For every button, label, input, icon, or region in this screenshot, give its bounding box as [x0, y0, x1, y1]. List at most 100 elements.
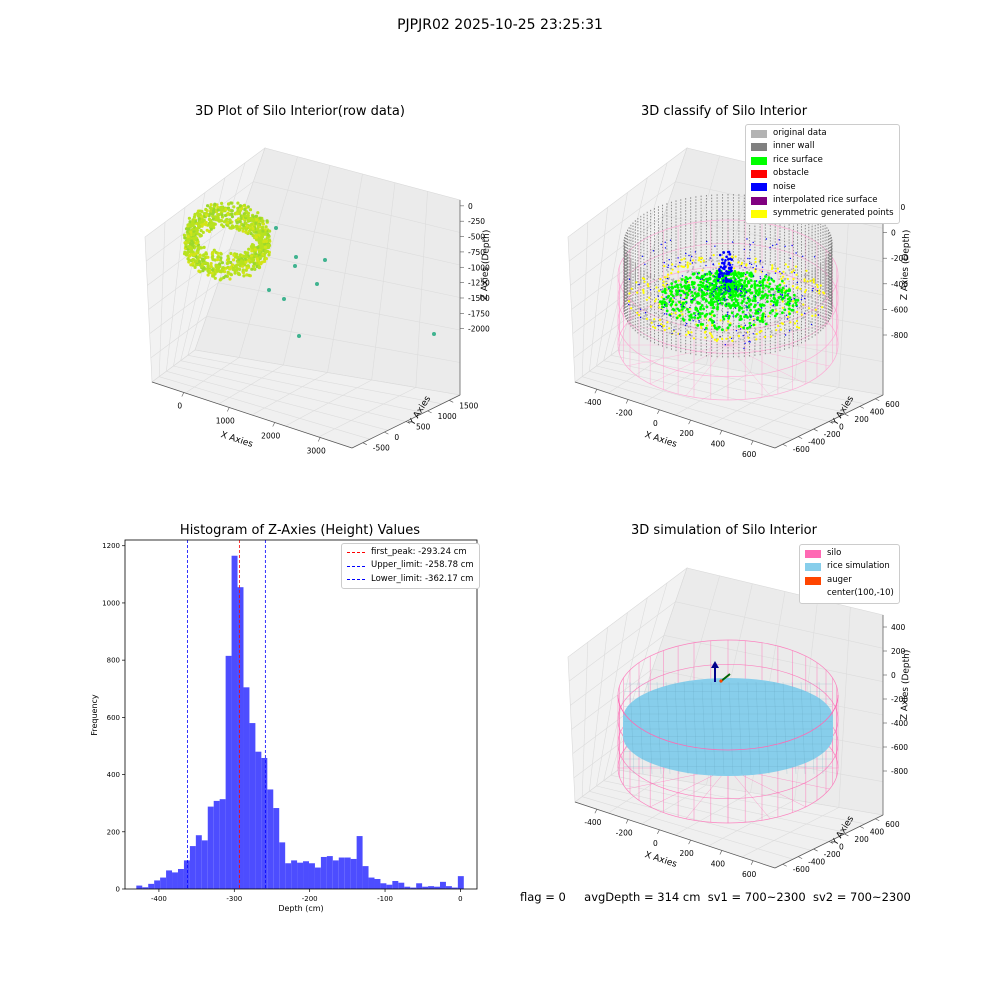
noise-point — [644, 312, 647, 314]
data-point — [186, 235, 190, 239]
data-point — [220, 261, 224, 265]
legend-line-swatch — [347, 552, 365, 554]
data-point — [248, 208, 253, 212]
noise-point — [746, 309, 748, 311]
symmetric-generated-point — [704, 336, 707, 339]
rice-surface-point — [788, 296, 792, 299]
noise-point — [666, 313, 668, 315]
rice-surface-point — [783, 294, 787, 298]
symmetric-generated-point — [816, 285, 819, 289]
x-tick — [750, 860, 754, 865]
rice-surface-point — [675, 283, 679, 287]
data-point — [249, 254, 254, 258]
noise-point — [716, 288, 718, 290]
noise-point — [724, 287, 726, 289]
rice-surface-point — [767, 285, 771, 289]
noise-point — [743, 248, 745, 251]
data-point — [228, 218, 232, 223]
histogram-bar — [225, 655, 232, 889]
data-point — [245, 255, 249, 259]
original-data-point — [732, 336, 735, 339]
original-data-point — [722, 320, 724, 323]
rice-surface-point — [662, 297, 666, 301]
original-data-point — [768, 274, 770, 276]
original-data-point — [738, 267, 741, 270]
rice-mesh-line — [791, 681, 797, 775]
data-point — [218, 262, 222, 266]
rice-surface-point — [676, 290, 680, 294]
noise-point — [667, 266, 669, 269]
original-data-point — [638, 307, 641, 310]
symmetric-generated-point — [774, 270, 777, 273]
original-data-point — [669, 332, 671, 334]
noise-point — [755, 268, 757, 270]
data-point — [258, 261, 262, 265]
symmetric-generated-point — [721, 337, 724, 340]
y-tick — [427, 410, 432, 414]
rice-surface-point — [760, 316, 764, 320]
data-point — [255, 218, 259, 222]
data-point — [202, 212, 206, 216]
y-tick-label: 0 — [839, 843, 844, 852]
noise-point — [786, 318, 788, 320]
symmetric-generated-point — [660, 296, 663, 299]
noise-point — [727, 290, 729, 293]
noise-point — [723, 299, 726, 301]
rice-surface-point — [698, 315, 702, 319]
original-data-point — [786, 274, 788, 276]
noise-point — [740, 265, 743, 267]
noise-point — [727, 261, 731, 265]
noise-point — [734, 307, 737, 309]
rice-surface-point — [742, 272, 745, 275]
noise-point — [652, 250, 655, 252]
data-point — [202, 245, 206, 249]
data-point — [197, 217, 201, 221]
symmetric-generated-point — [651, 325, 655, 328]
noise-point — [748, 341, 750, 343]
noise-point — [734, 289, 736, 291]
y-tick-label: 200 — [854, 415, 869, 424]
noise-point — [781, 294, 783, 297]
noise-point — [659, 324, 661, 327]
original-data-point — [735, 325, 737, 328]
data-point — [256, 227, 260, 231]
symmetric-generated-point — [708, 332, 712, 335]
original-data-point — [702, 261, 705, 264]
symmetric-generated-point — [775, 309, 778, 312]
data-point — [191, 232, 195, 236]
rice-surface-point — [711, 297, 715, 301]
noise-point — [720, 293, 722, 295]
original-data-point — [685, 289, 687, 292]
y-tick-label: 600 — [107, 714, 120, 722]
rice-surface-point — [755, 310, 759, 313]
rice-surface-point — [723, 274, 726, 278]
histogram-bar — [386, 884, 393, 889]
legend-swatch — [751, 183, 767, 192]
symmetric-generated-point — [769, 303, 772, 306]
symmetric-generated-point — [794, 265, 797, 268]
legend-entry: silo — [805, 547, 894, 560]
data-point — [266, 233, 270, 237]
symmetric-generated-point — [727, 320, 730, 323]
data-point — [192, 258, 196, 262]
symmetric-generated-point — [800, 313, 803, 316]
symmetric-generated-point — [740, 263, 743, 266]
noise-point — [781, 272, 783, 274]
histogram-bar — [398, 882, 405, 889]
data-point — [225, 221, 230, 225]
original-data-point — [742, 305, 745, 308]
symmetric-generated-point — [638, 314, 641, 317]
original-data-point — [799, 301, 801, 304]
symmetric-generated-point — [682, 265, 685, 268]
y-tick-label: 400 — [870, 407, 885, 416]
histogram-bar — [237, 587, 244, 889]
noise-point — [679, 261, 681, 264]
rice-surface-point — [747, 280, 750, 284]
original-data-point — [802, 317, 804, 319]
original-data-point — [792, 318, 794, 321]
noise-point — [729, 290, 731, 292]
noise-point — [744, 288, 746, 290]
rice-surface-point — [732, 273, 736, 277]
rice-surface-point — [671, 307, 675, 311]
original-data-point — [779, 275, 782, 278]
